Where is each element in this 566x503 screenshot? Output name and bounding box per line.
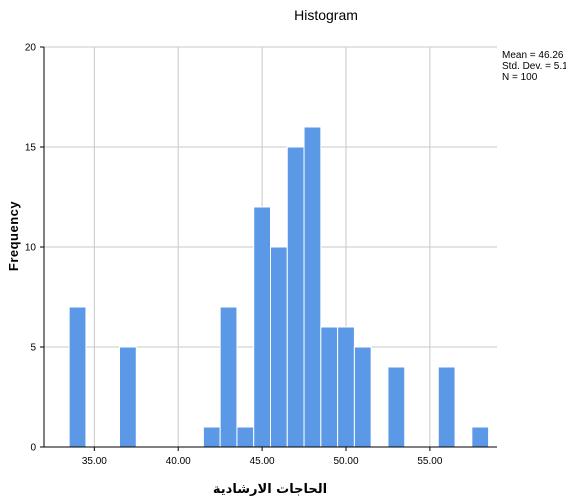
x-tick-label: 50.00 (333, 456, 358, 467)
stats-mean: Mean = 46.26 (502, 50, 564, 61)
x-tick-label: 40.00 (166, 456, 191, 467)
histogram-bar (303, 126, 322, 448)
histogram-bar (253, 206, 272, 448)
y-tick-label: 5 (30, 343, 36, 354)
histogram-bar (387, 366, 406, 448)
histogram-bar (270, 246, 288, 448)
histogram-bar (68, 306, 87, 448)
stats-n: N = 100 (502, 72, 538, 83)
y-tick-label: 10 (25, 243, 37, 254)
stats-std-dev: Std. Dev. = 5.12 (502, 61, 566, 72)
chart-title: Histogram (294, 7, 358, 23)
histogram-bar (219, 306, 238, 448)
y-tick-label: 20 (25, 43, 37, 54)
histogram-bar (471, 426, 490, 448)
histogram-bar (202, 426, 221, 448)
histogram-bar (437, 366, 456, 448)
histogram-bar (337, 326, 355, 448)
histogram-bar (320, 326, 339, 448)
histogram-bar (236, 426, 255, 448)
y-tick-label: 15 (25, 143, 37, 154)
bars (68, 126, 490, 448)
histogram-bar (119, 346, 137, 448)
y-tick-label: 0 (30, 443, 36, 454)
grid-lines (44, 46, 497, 447)
y-axis-label: Frequency (6, 201, 21, 272)
x-tick-label: 55.00 (417, 456, 442, 467)
stats-box: Mean = 46.26 Std. Dev. = 5.12 N = 100 (502, 50, 566, 83)
x-tick-label: 45.00 (250, 456, 275, 467)
x-tick-label: 35.00 (82, 456, 107, 467)
tick-labels: 0 5 10 15 20 35.00 40.00 45.00 50.00 55.00 (25, 43, 443, 468)
histogram-bar (353, 346, 372, 448)
histogram-bar (286, 146, 305, 448)
axes (40, 46, 497, 451)
x-axis-label: الحاجات الارشادية (213, 482, 327, 497)
